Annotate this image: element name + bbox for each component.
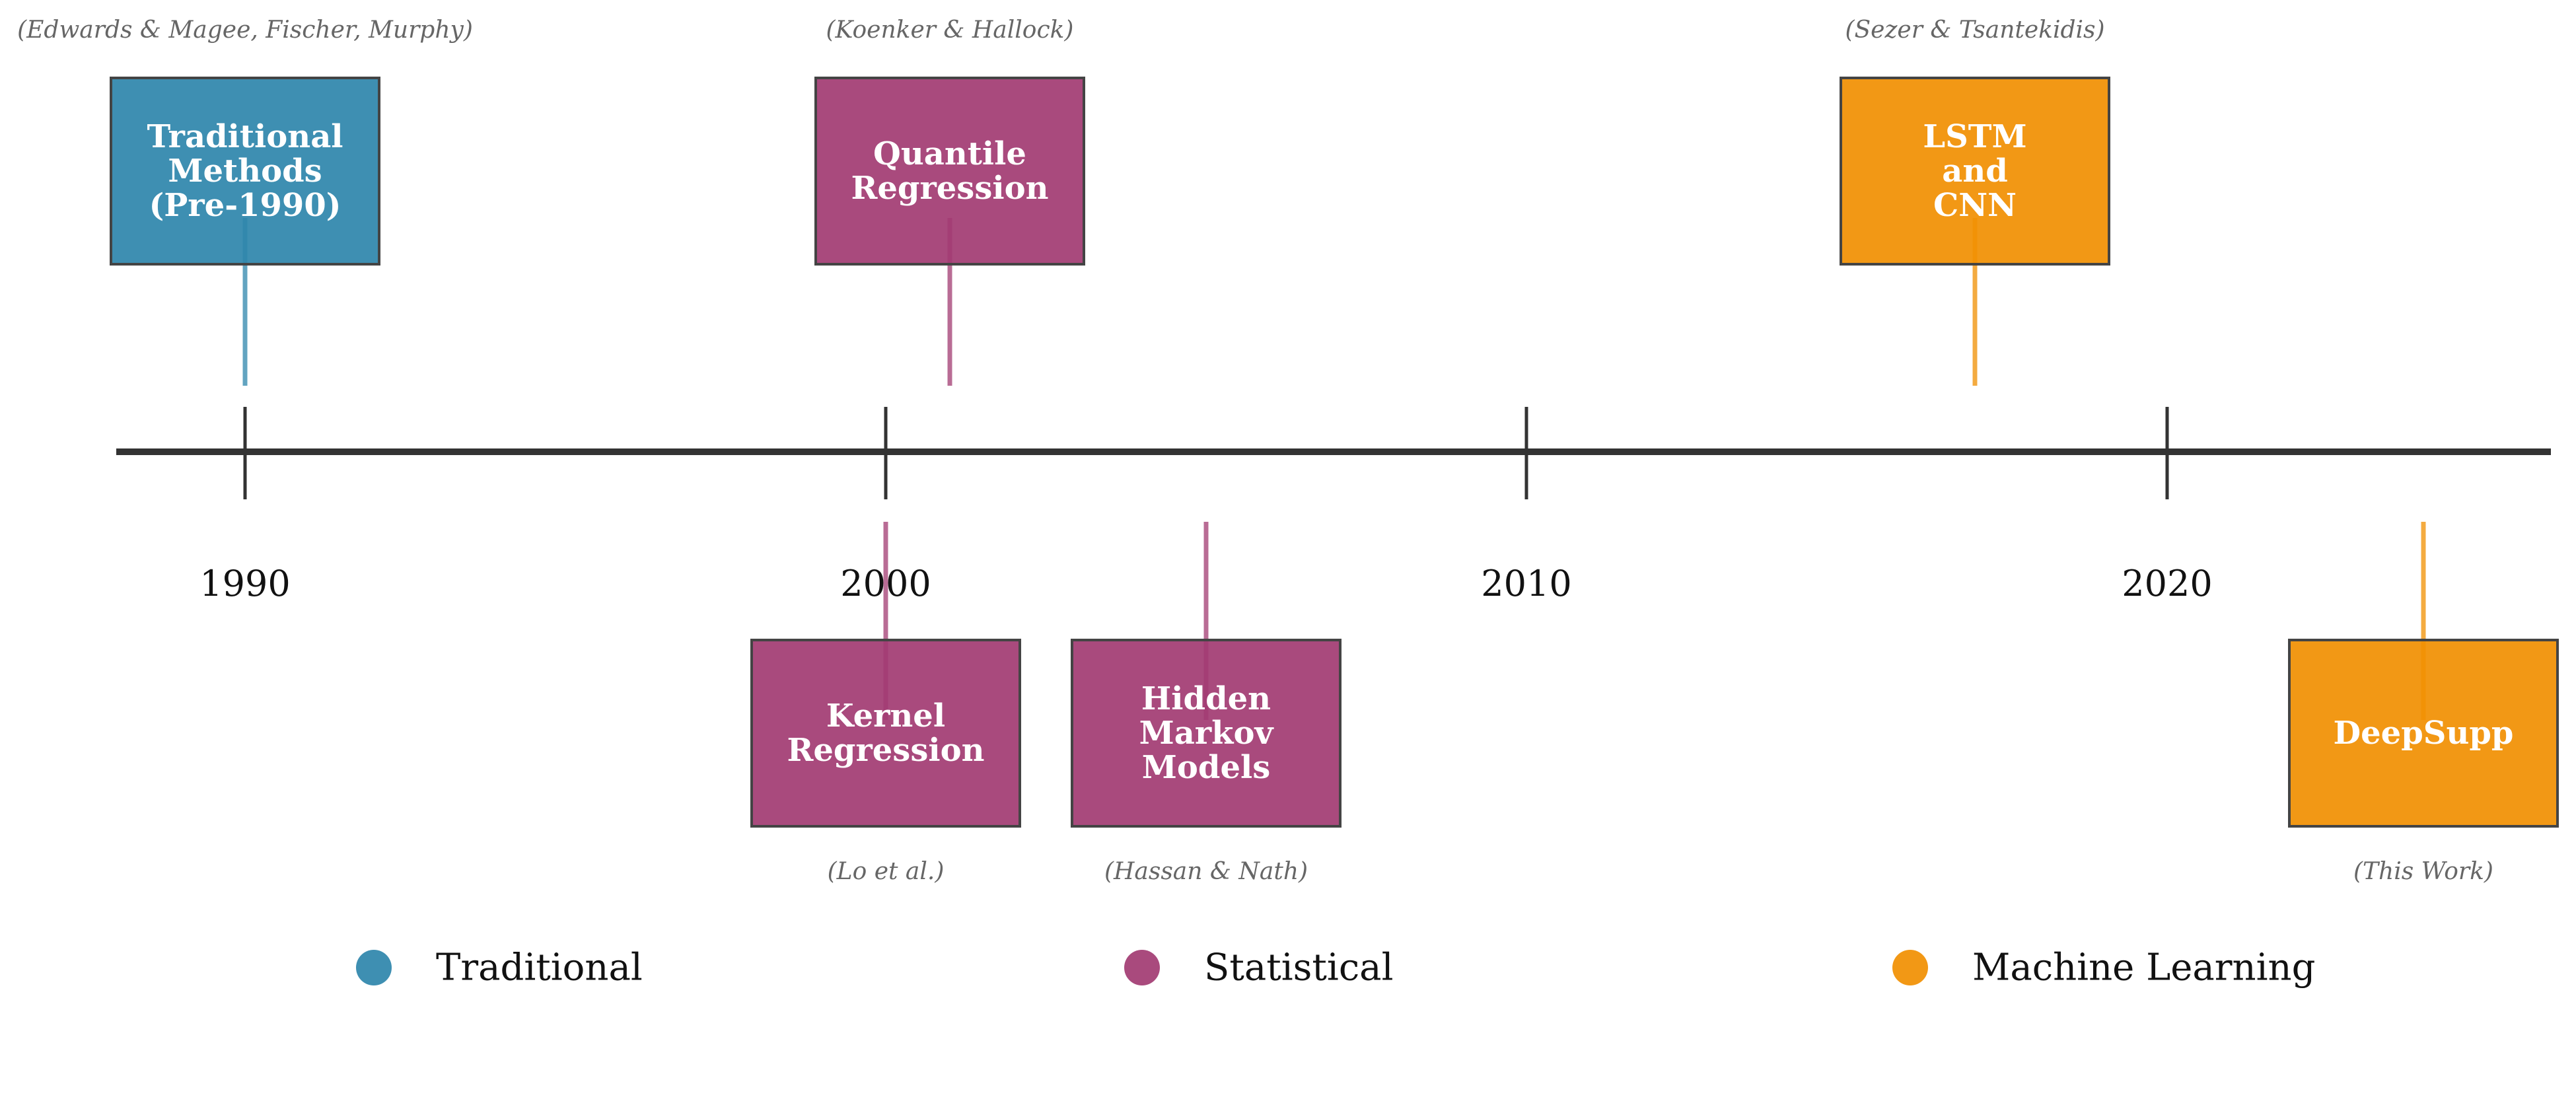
event-label: (Pre-1990) — [149, 187, 341, 224]
axis-ticks: 1990 2000 2010 2020 — [199, 407, 2213, 604]
event-label: CNN — [1933, 187, 2017, 224]
event-box — [1071, 639, 1342, 828]
event-label: and — [1942, 153, 2008, 190]
legend-label: Traditional — [436, 946, 643, 989]
event-citation: (Lo et al.) — [828, 858, 945, 885]
event-deepsupp: DeepSupp (This Work) — [2288, 639, 2559, 885]
event-citation: (Koenker & Hallock) — [826, 17, 1074, 44]
event-label: Traditional — [147, 118, 343, 155]
legend-marker — [356, 950, 392, 985]
event-label: Methods — [168, 153, 322, 190]
legend-marker — [1892, 950, 1928, 985]
legend-label: Statistical — [1204, 946, 1393, 989]
event-citation: (Edwards & Magee, Fischer, Murphy) — [17, 17, 473, 44]
event-label: Quantile — [873, 135, 1026, 172]
event-label: Regression — [851, 170, 1048, 207]
event-label: DeepSupp — [2334, 715, 2514, 752]
year-label: 1990 — [199, 563, 290, 604]
legend: Traditional Statistical Machine Learning — [356, 946, 2315, 989]
event-box — [1840, 77, 2110, 266]
event-label: Hidden — [1141, 680, 1271, 717]
year-label: 2020 — [2122, 563, 2212, 604]
legend-marker — [1124, 950, 1160, 985]
event-citation: (Hassan & Nath) — [1104, 858, 1308, 885]
event-label: Kernel — [826, 697, 945, 734]
event-label: LSTM — [1923, 118, 2026, 155]
event-box — [750, 639, 1021, 828]
event-citation: (Sezer & Tsantekidis) — [1845, 17, 2104, 44]
event-citation: (This Work) — [2353, 858, 2493, 885]
event-box — [2288, 639, 2559, 828]
event-box — [110, 77, 380, 266]
year-label: 2010 — [1481, 563, 1571, 604]
year-label: 2000 — [840, 563, 931, 604]
event-label: Models — [1142, 749, 1271, 786]
legend-label: Machine Learning — [1972, 946, 2315, 989]
event-label: Regression — [787, 732, 984, 769]
event-box — [814, 77, 1085, 266]
event-label: Markov — [1139, 715, 1275, 752]
